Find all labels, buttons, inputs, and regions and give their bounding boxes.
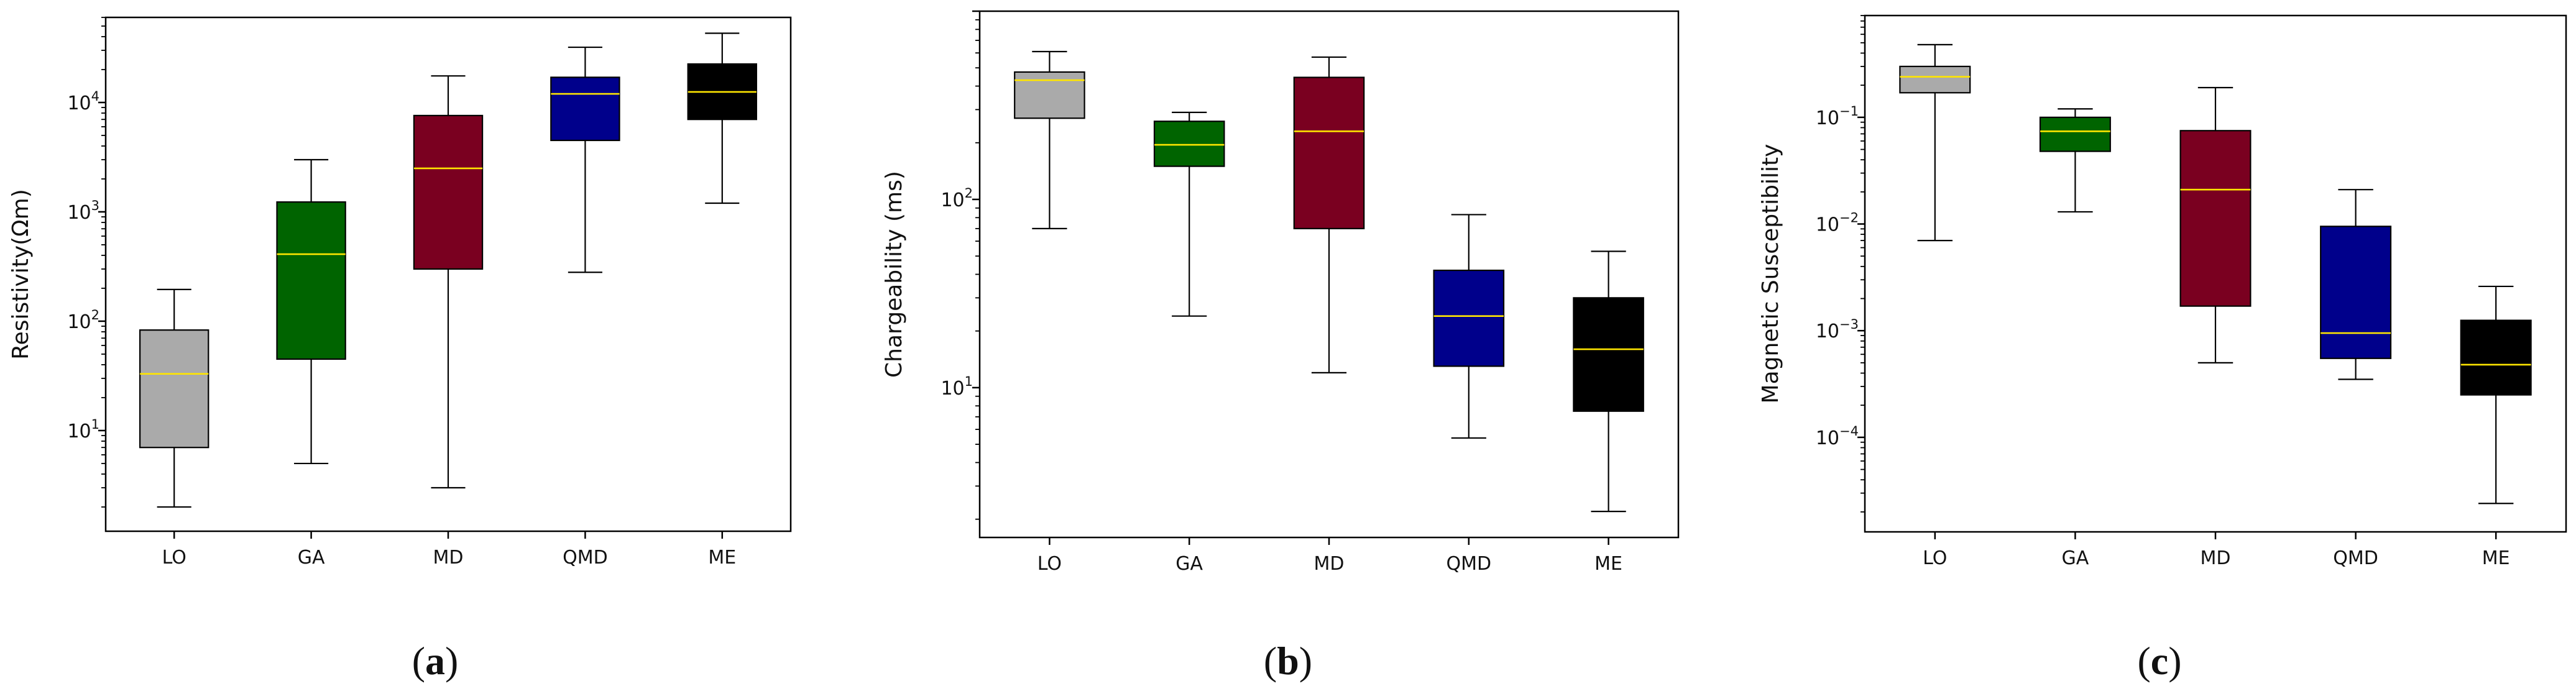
y-tick-base: 10 <box>67 421 91 442</box>
caption-open-paren: ( <box>1264 639 1277 683</box>
y-tick-exponent: 4 <box>91 89 99 104</box>
box-body <box>1433 269 1505 367</box>
caption-close-paren: ) <box>2168 639 2181 683</box>
y-tick-exponent: −4 <box>1839 424 1859 439</box>
y-tick-exponent: 1 <box>91 417 99 432</box>
y-tick-label: 101 <box>67 417 99 442</box>
x-tick-label: GA <box>298 547 325 569</box>
caption-letter: c <box>2151 639 2168 683</box>
x-tick-label: QMD <box>2333 547 2378 569</box>
y-tick-exponent: −3 <box>1839 317 1859 332</box>
y-tick-exponent: −2 <box>1839 211 1859 226</box>
y-tick-base: 10 <box>941 378 964 400</box>
panel-caption: (c) <box>2137 639 2181 683</box>
y-axis-label: Resistivity(Ωm) <box>8 189 34 360</box>
x-tick-label: LO <box>1037 553 1062 575</box>
x-tick-label: MD <box>1314 553 1345 575</box>
y-tick-base: 10 <box>67 311 91 333</box>
box-me <box>2460 285 2532 505</box>
y-tick-label: 104 <box>67 89 99 114</box>
box-body <box>550 76 620 142</box>
box-body <box>1153 121 1225 167</box>
box-body <box>2320 226 2392 359</box>
y-tick-label: 10−2 <box>1816 211 1859 236</box>
box-ga <box>1153 111 1225 317</box>
y-tick-exponent: 1 <box>965 374 973 389</box>
box-ga <box>2039 108 2111 213</box>
y-tick-label: 103 <box>67 198 99 224</box>
x-tick-label: LO <box>162 547 186 569</box>
box-body <box>276 201 346 360</box>
box-body <box>413 114 484 270</box>
y-tick-exponent: 2 <box>965 186 973 201</box>
y-tick-base: 10 <box>1816 107 1839 129</box>
y-tick-label: 101 <box>941 374 973 400</box>
y-tick-label: 10−4 <box>1816 424 1859 449</box>
x-tick-label: QMD <box>563 547 608 569</box>
caption-letter: a <box>425 639 445 683</box>
box-body <box>1293 76 1365 229</box>
box-qmd <box>2320 189 2392 380</box>
box-lo <box>1014 50 1085 229</box>
y-tick-base: 10 <box>941 190 964 211</box>
caption-open-paren: ( <box>2137 639 2150 683</box>
y-tick-label: 10−3 <box>1816 317 1859 342</box>
box-body <box>1014 71 1085 119</box>
box-me <box>687 32 757 204</box>
y-tick-exponent: 3 <box>91 198 99 213</box>
box-body <box>2039 116 2111 152</box>
box-body <box>1899 65 1971 94</box>
caption-letter: b <box>1277 639 1299 683</box>
x-tick-label: ME <box>2482 547 2510 569</box>
box-me <box>1573 250 1644 513</box>
x-tick-label: MD <box>433 547 464 569</box>
box-lo <box>1899 43 1971 242</box>
box-body <box>1573 297 1644 412</box>
box-ga <box>276 158 346 465</box>
x-tick-label: QMD <box>1446 553 1491 575</box>
box-body <box>2179 130 2252 307</box>
y-tick-label: 102 <box>941 186 973 211</box>
x-tick-label: LO <box>1923 547 1947 569</box>
box-md <box>2179 86 2252 363</box>
box-md <box>413 75 484 489</box>
y-axis-label: Chargeability (ms) <box>881 171 907 378</box>
y-tick-exponent: −1 <box>1839 104 1859 119</box>
caption-close-paren: ) <box>1299 639 1312 683</box>
caption-close-paren: ) <box>445 639 458 683</box>
box-md <box>1293 56 1365 374</box>
panel-caption: (a) <box>412 639 459 683</box>
box-body <box>2460 319 2532 396</box>
y-tick-base: 10 <box>1816 321 1839 342</box>
x-tick-label: GA <box>1175 553 1203 575</box>
y-axis-label: Magnetic Susceptibility <box>1758 144 1783 404</box>
x-tick-label: ME <box>1594 553 1622 575</box>
panel-caption: (b) <box>1264 639 1312 683</box>
y-tick-label: 10−1 <box>1816 104 1859 129</box>
x-tick-label: MD <box>2201 547 2231 569</box>
box-body <box>139 329 209 449</box>
y-tick-base: 10 <box>1816 427 1839 449</box>
caption-open-paren: ( <box>412 639 425 683</box>
x-tick-label: GA <box>2062 547 2089 569</box>
box-lo <box>139 288 209 508</box>
y-tick-base: 10 <box>67 93 91 114</box>
y-tick-base: 10 <box>67 202 91 224</box>
x-tick-label: ME <box>708 547 736 569</box>
y-tick-base: 10 <box>1816 214 1839 236</box>
y-tick-label: 102 <box>67 308 99 333</box>
box-qmd <box>550 46 620 273</box>
y-tick-exponent: 2 <box>91 308 99 322</box>
box-qmd <box>1433 214 1505 439</box>
